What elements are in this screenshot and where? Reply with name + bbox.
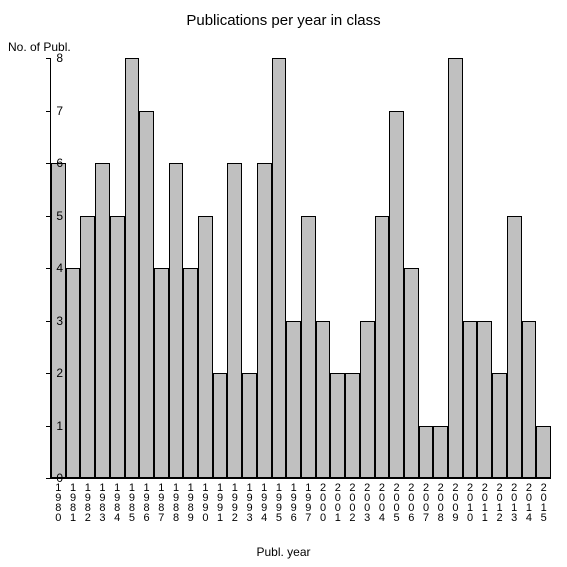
y-tick-mark	[46, 216, 50, 217]
x-tick-label: 1982	[82, 482, 93, 522]
x-tick-label: 2007	[420, 482, 431, 522]
y-tick-label: 1	[56, 419, 63, 433]
bar	[154, 268, 169, 478]
x-tick-label: 1989	[185, 482, 196, 522]
x-tick-label: 2008	[435, 482, 446, 522]
y-tick-mark	[46, 58, 50, 59]
bar	[360, 321, 375, 479]
y-tick-label: 3	[56, 314, 63, 328]
x-tick-label: 2011	[479, 482, 490, 522]
bar	[198, 216, 213, 479]
bar	[507, 216, 522, 479]
bar	[272, 58, 287, 478]
bar	[139, 111, 154, 479]
bar	[183, 268, 198, 478]
x-tick-label: 1984	[111, 482, 122, 522]
y-tick-mark	[46, 111, 50, 112]
y-tick-mark	[46, 321, 50, 322]
bar	[536, 426, 551, 479]
y-tick-mark	[46, 268, 50, 269]
y-tick-label: 5	[56, 209, 63, 223]
x-tick-label: 1980	[52, 482, 63, 522]
x-tick-label: 2005	[391, 482, 402, 522]
bar	[389, 111, 404, 479]
y-tick-mark	[46, 163, 50, 164]
x-tick-label: 2013	[508, 482, 519, 522]
y-tick-label: 7	[56, 104, 63, 118]
plot-area	[50, 58, 551, 479]
x-tick-label: 1985	[126, 482, 137, 522]
x-tick-label: 1993	[244, 482, 255, 522]
x-tick-label: 1986	[141, 482, 152, 522]
bar	[242, 373, 257, 478]
x-tick-label: 1991	[214, 482, 225, 522]
x-tick-label: 1997	[302, 482, 313, 522]
x-tick-label: 2009	[449, 482, 460, 522]
y-tick-mark	[46, 426, 50, 427]
y-tick-label: 6	[56, 156, 63, 170]
bar	[169, 163, 184, 478]
x-tick-label: 2010	[464, 482, 475, 522]
x-tick-label: 2000	[317, 482, 328, 522]
x-tick-label: 1996	[288, 482, 299, 522]
chart-title: Publications per year in class	[0, 12, 567, 29]
x-tick-label: 2015	[538, 482, 549, 522]
bar	[477, 321, 492, 479]
bar	[257, 163, 272, 478]
bar	[463, 321, 478, 479]
x-tick-label: 2006	[405, 482, 416, 522]
bar	[404, 268, 419, 478]
y-tick-label: 2	[56, 366, 63, 380]
x-tick-label: 2002	[346, 482, 357, 522]
bar	[448, 58, 463, 478]
bar	[316, 321, 331, 479]
bar	[227, 163, 242, 478]
x-tick-label: 1983	[96, 482, 107, 522]
bar	[375, 216, 390, 479]
x-tick-label: 1990	[199, 482, 210, 522]
y-tick-mark	[46, 373, 50, 374]
x-tick-label: 2012	[494, 482, 505, 522]
bar	[419, 426, 434, 479]
bar	[66, 268, 81, 478]
bar	[492, 373, 507, 478]
y-tick-mark	[46, 478, 50, 479]
x-tick-label: 2004	[376, 482, 387, 522]
x-tick-label: 1994	[258, 482, 269, 522]
x-tick-label: 1987	[155, 482, 166, 522]
x-axis-label: Publ. year	[0, 545, 567, 559]
bar	[286, 321, 301, 479]
y-tick-label: 8	[56, 51, 63, 65]
x-tick-label: 1995	[273, 482, 284, 522]
x-tick-label: 1992	[229, 482, 240, 522]
bar	[110, 216, 125, 479]
x-tick-label: 2001	[332, 482, 343, 522]
x-tick-label: 1988	[170, 482, 181, 522]
bar	[95, 163, 110, 478]
x-tick-label: 2003	[361, 482, 372, 522]
bar	[213, 373, 228, 478]
bar	[80, 216, 95, 479]
chart-container: Publications per year in class No. of Pu…	[0, 0, 567, 567]
bar	[125, 58, 140, 478]
bar	[433, 426, 448, 479]
y-tick-label: 4	[56, 261, 63, 275]
bar	[522, 321, 537, 479]
bar	[330, 373, 345, 478]
bar	[301, 216, 316, 479]
x-tick-label: 2014	[523, 482, 534, 522]
bar	[345, 373, 360, 478]
x-tick-label: 1981	[67, 482, 78, 522]
